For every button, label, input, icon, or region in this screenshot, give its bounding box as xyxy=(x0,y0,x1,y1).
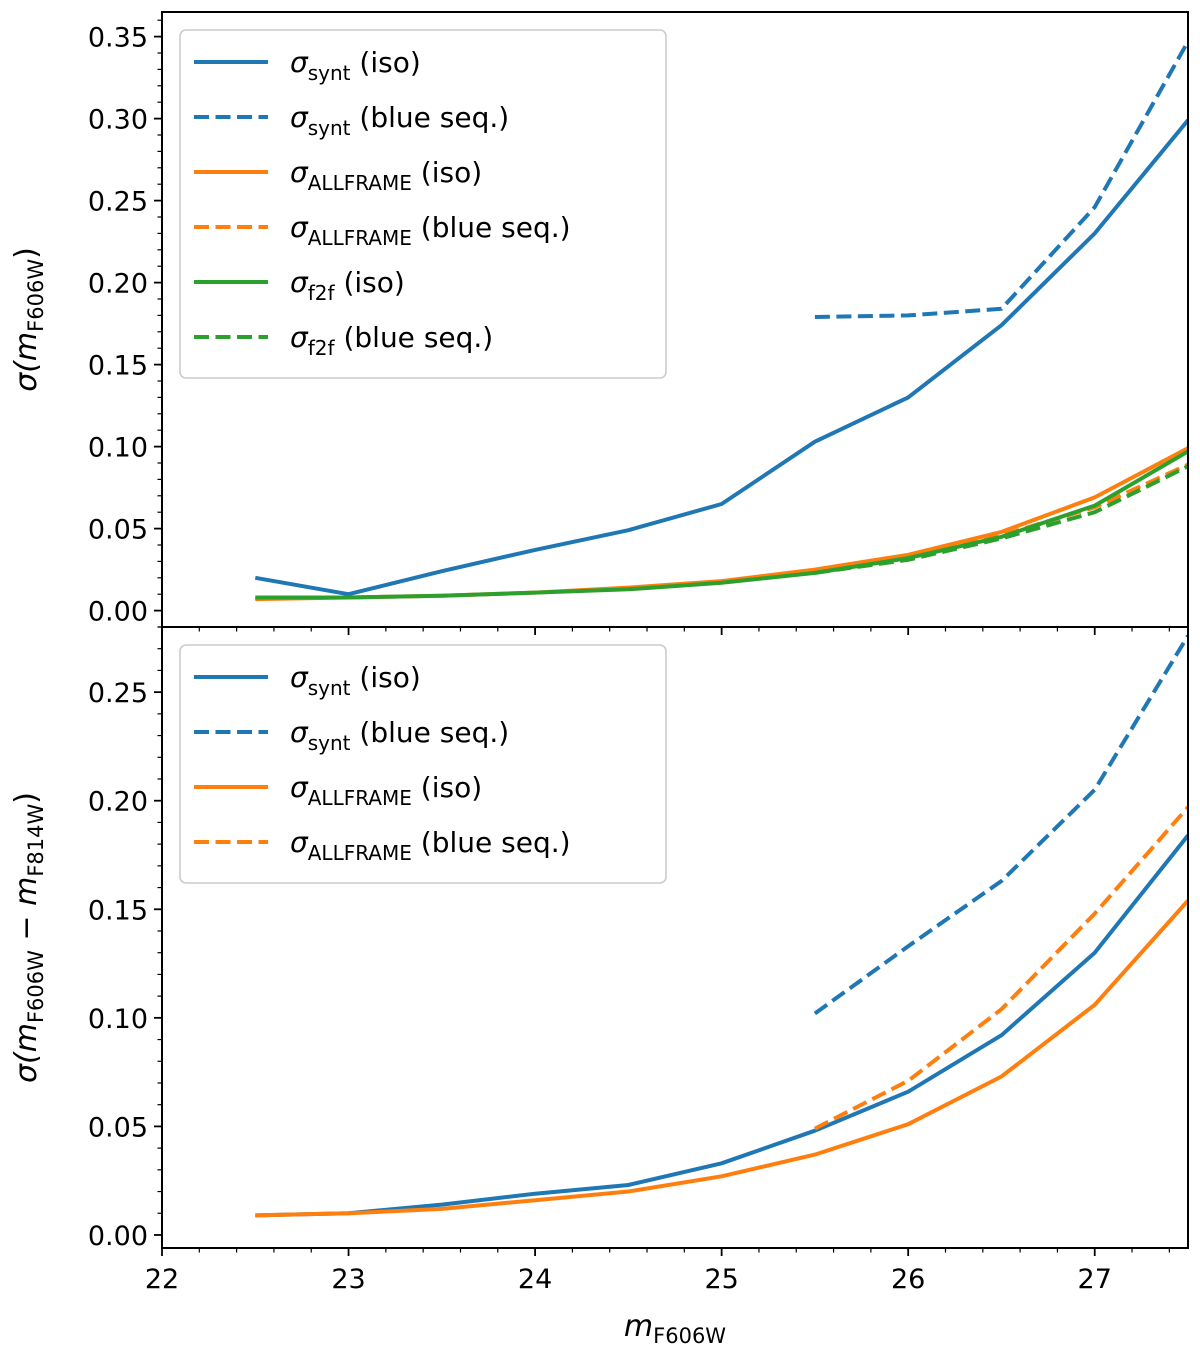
y-tick-label: 0.30 xyxy=(88,105,148,136)
bottom-y-ticks: 0.00 0.05 0.10 0.15 0.20 0.25 xyxy=(88,626,162,1252)
x-tick-label: 22 xyxy=(145,1264,179,1295)
top-x-ticks xyxy=(161,627,1170,635)
y-tick-label: 0.25 xyxy=(88,187,148,218)
y-tick-label: 0.20 xyxy=(88,787,148,818)
top-line-green-iso xyxy=(255,449,1188,600)
legend-entry-label: σALLFRAME (blue seq.) xyxy=(290,826,571,865)
legend-entry-label: σALLFRAME (iso) xyxy=(290,156,482,195)
legend-entry-label: σsynt (blue seq.) xyxy=(290,101,509,140)
bottom-series xyxy=(255,634,1188,1218)
top-y-ticks: 0.00 0.05 0.10 0.15 0.20 0.25 0.30 0.35 xyxy=(88,19,162,628)
top-panel: 0.00 0.05 0.10 0.15 0.20 0.25 0.30 0.35 σ(mF606W… xyxy=(9,11,1189,635)
bottom-x-axis-label: mF606W xyxy=(624,1309,726,1348)
top-line-blue-iso xyxy=(254,118,1188,597)
legend-entry-label: σf2f (blue seq.) xyxy=(290,321,493,360)
top-line-blue-blue-seq xyxy=(814,40,1188,319)
y-tick-label: 0.00 xyxy=(88,597,148,628)
top-series xyxy=(254,40,1188,602)
bottom-line-orange-iso xyxy=(255,899,1188,1218)
top-legend: σsynt (iso) σsynt (blue seq.) σALLFRAME (i… xyxy=(179,29,667,379)
y-tick-label: 0.00 xyxy=(88,1221,148,1252)
bottom-legend: σsynt (iso) σsynt (blue seq.) σALLFRAME (i… xyxy=(179,644,667,884)
bottom-panel: 22 23 24 25 26 27 0.00 0.05 0.10 0.15 0.20 0.25 σ(mF… xyxy=(9,626,1189,1348)
bottom-x-ticks: 22 23 24 25 26 27 xyxy=(145,1248,1170,1295)
bottom-line-blue-iso xyxy=(255,834,1188,1218)
x-tick-label: 27 xyxy=(1078,1264,1112,1295)
y-tick-label: 0.25 xyxy=(88,678,148,709)
legend-entry-label: σsynt (blue seq.) xyxy=(290,716,509,755)
y-tick-label: 0.15 xyxy=(88,895,148,926)
y-tick-label: 0.05 xyxy=(88,1112,148,1143)
legend-box xyxy=(179,644,667,884)
legend-entry-label: σf2f (iso) xyxy=(290,266,405,305)
bottom-line-orange-blue-seq xyxy=(813,805,1188,1131)
bottom-y-axis-label: σ(mF606W − mF814W) xyxy=(9,792,48,1083)
x-tick-label: 25 xyxy=(704,1264,738,1295)
bottom-line-blue-blue-seq xyxy=(813,634,1188,1016)
x-tick-label: 24 xyxy=(518,1264,552,1295)
y-tick-label: 0.35 xyxy=(88,23,148,54)
legend-entry-label: σsynt (iso) xyxy=(290,661,421,700)
y-tick-label: 0.20 xyxy=(88,269,148,300)
legend-entry-label: σALLFRAME (blue seq.) xyxy=(290,211,571,250)
top-line-orange-blue-seq xyxy=(814,462,1188,574)
x-tick-label: 23 xyxy=(331,1264,365,1295)
y-tick-label: 0.10 xyxy=(88,433,148,464)
y-tick-label: 0.05 xyxy=(88,515,148,546)
legend-entry-label: σALLFRAME (iso) xyxy=(290,771,482,810)
bottom-axes-frame xyxy=(161,626,1189,1249)
y-tick-label: 0.10 xyxy=(88,1004,148,1035)
legend-entry-label: σsynt (iso) xyxy=(290,46,421,85)
top-y-axis-label: σ(mF606W) xyxy=(9,247,48,392)
x-tick-label: 26 xyxy=(891,1264,925,1295)
legend-box xyxy=(179,29,667,379)
y-tick-label: 0.15 xyxy=(88,351,148,382)
